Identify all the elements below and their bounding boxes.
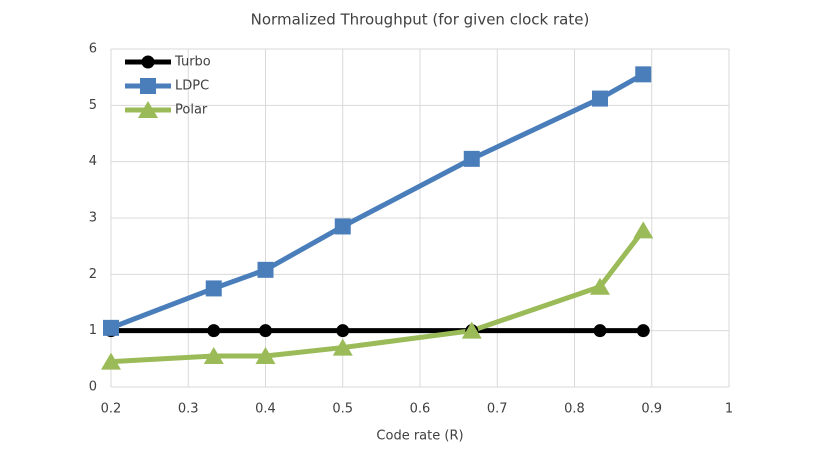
x-tick-label: 0.3: [178, 402, 199, 417]
marker: [589, 277, 610, 295]
x-tick-label: 0.7: [487, 402, 508, 417]
y-tick-label: 6: [89, 42, 97, 57]
x-tick-label: 0.2: [101, 402, 122, 417]
legend-label: LDPC: [175, 79, 209, 94]
chart-title: Normalized Throughput (for given clock r…: [251, 11, 590, 29]
marker: [636, 324, 650, 338]
marker: [463, 150, 480, 167]
legend-label: Turbo: [174, 55, 211, 70]
legend-label: Polar: [175, 103, 208, 118]
x-axis-label: Code rate (R): [376, 429, 463, 444]
x-tick-label: 1: [725, 402, 733, 417]
x-tick-label: 0.6: [410, 402, 431, 417]
marker: [591, 90, 608, 107]
marker: [101, 352, 121, 370]
x-tick-label: 0.4: [255, 402, 276, 417]
y-tick-label: 5: [89, 98, 97, 113]
x-tick-label: 0.5: [332, 402, 353, 417]
marker: [203, 347, 224, 365]
marker: [593, 324, 607, 338]
legend-marker: [140, 78, 156, 94]
marker: [336, 324, 350, 338]
marker: [259, 324, 272, 338]
y-tick-label: 3: [89, 211, 97, 226]
marker: [633, 221, 654, 239]
x-tick-label: 0.9: [641, 402, 662, 417]
marker: [257, 261, 274, 278]
marker: [635, 66, 652, 83]
marker: [334, 218, 351, 235]
marker: [255, 347, 276, 365]
marker: [207, 324, 221, 338]
legend-marker: [141, 55, 155, 69]
y-tick-label: 0: [89, 380, 97, 395]
y-tick-label: 4: [89, 154, 97, 169]
marker: [332, 338, 353, 356]
x-tick-label: 0.8: [564, 402, 585, 417]
legend-marker: [138, 101, 158, 118]
marker: [205, 280, 222, 297]
marker: [461, 321, 482, 339]
marker: [103, 319, 119, 336]
y-tick-label: 1: [89, 323, 97, 338]
y-tick-label: 2: [89, 267, 97, 282]
